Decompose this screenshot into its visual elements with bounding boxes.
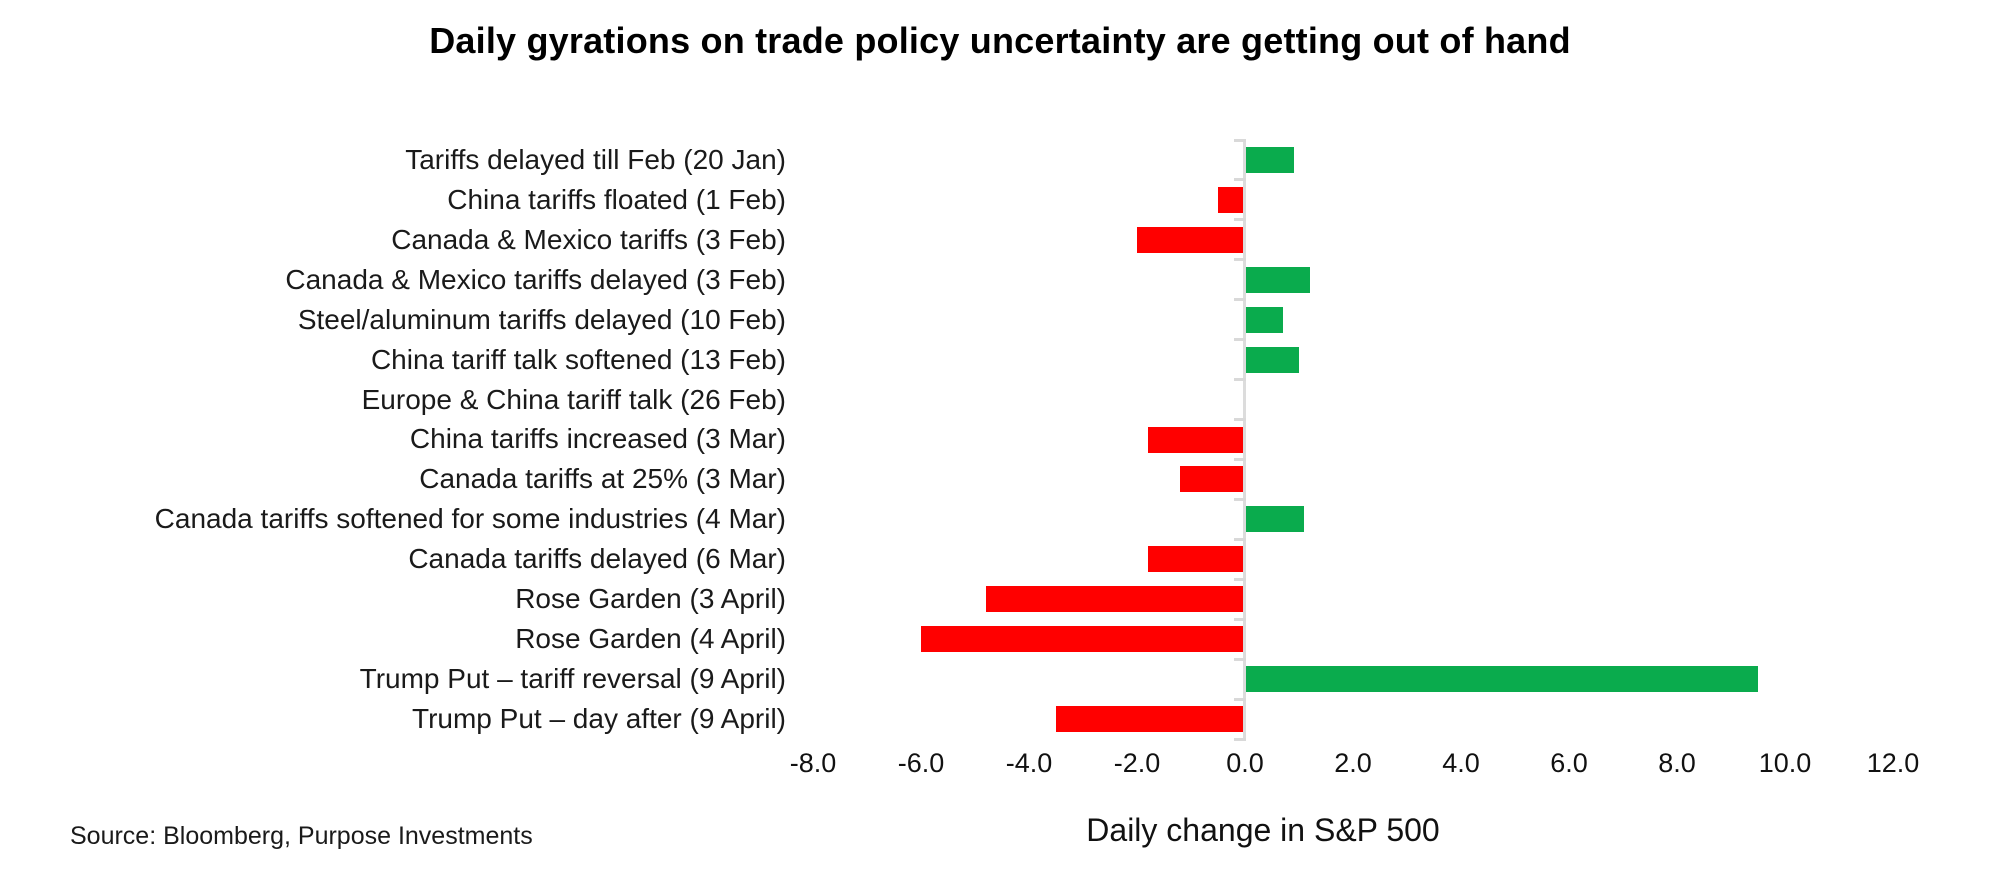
bar-negative: [921, 626, 1245, 653]
category-label: Trump Put – day after (9 April): [412, 703, 786, 735]
bar-positive: [1245, 306, 1283, 333]
category-label: China tariffs floated (1 Feb): [447, 183, 786, 215]
category-label: China tariffs increased (3 Mar): [409, 423, 786, 455]
x-tick-label: -8.0: [789, 748, 837, 778]
category-boundary-tick: [1234, 178, 1246, 182]
category-label: Canada tariffs at 25% (3 Mar): [419, 463, 786, 495]
category-boundary-tick: [1234, 338, 1246, 342]
bar-negative: [1180, 466, 1245, 493]
x-tick-label: 8.0: [1658, 748, 1696, 778]
category-label: Rose Garden (3 April): [515, 583, 786, 615]
category-label: Tariffs delayed till Feb (20 Jan): [405, 143, 786, 175]
x-tick-label: 12.0: [1866, 748, 1920, 778]
category-boundary-tick: [1234, 537, 1246, 541]
bar-negative: [985, 586, 1245, 613]
category-boundary-tick: [1234, 497, 1246, 501]
category-label: China tariff talk softened (13 Feb): [370, 343, 786, 375]
category-boundary-tick: [1234, 378, 1246, 382]
bar-negative: [1218, 186, 1245, 213]
chart-title: Daily gyrations on trade policy uncertai…: [429, 20, 1571, 61]
x-tick-label: -2.0: [1113, 748, 1161, 778]
x-tick-label: -6.0: [897, 748, 945, 778]
source-note: Source: Bloomberg, Purpose Investments: [70, 822, 533, 850]
bar-negative: [1137, 226, 1245, 253]
category-label: Canada tariffs delayed (6 Mar): [408, 543, 786, 575]
category-label: Canada & Mexico tariffs delayed (3 Feb): [285, 263, 786, 295]
category-label: Steel/aluminum tariffs delayed (10 Feb): [297, 303, 786, 335]
category-boundary-tick: [1234, 258, 1246, 262]
bar-positive: [1245, 506, 1305, 533]
x-tick-label: 10.0: [1758, 748, 1812, 778]
category-boundary-tick: [1234, 617, 1246, 621]
category-boundary-tick: [1234, 737, 1246, 741]
category-boundary-tick: [1234, 218, 1246, 222]
bar-positive: [1245, 346, 1299, 373]
category-boundary-tick: [1234, 697, 1246, 701]
x-axis-label: Daily change in S&P 500: [1086, 812, 1440, 848]
bar-positive: [1245, 666, 1758, 693]
category-label: Canada & Mexico tariffs (3 Feb): [391, 223, 786, 255]
category-label: Canada tariffs softened for some industr…: [154, 503, 786, 535]
category-boundary-tick: [1234, 457, 1246, 461]
bar-negative: [1147, 426, 1245, 453]
category-label: Rose Garden (4 April): [515, 623, 786, 655]
x-tick-label: -4.0: [1005, 748, 1053, 778]
category-boundary-tick: [1234, 577, 1246, 581]
x-tick-label: 2.0: [1334, 748, 1372, 778]
category-boundary-tick: [1234, 657, 1246, 661]
zero-axis-line: [1243, 140, 1246, 739]
bar-positive: [1245, 266, 1310, 293]
bar-negative: [1147, 546, 1245, 573]
category-boundary-tick: [1234, 418, 1246, 422]
x-tick-label: 4.0: [1442, 748, 1480, 778]
category-label: Europe & China tariff talk (26 Feb): [361, 383, 786, 415]
x-tick-label: 0.0: [1226, 748, 1264, 778]
category-label: Trump Put – tariff reversal (9 April): [359, 663, 786, 695]
bar-negative: [1056, 706, 1245, 733]
category-boundary-tick: [1234, 298, 1246, 302]
bar-positive: [1245, 146, 1294, 173]
x-tick-label: 6.0: [1550, 748, 1588, 778]
category-boundary-tick: [1234, 138, 1246, 142]
